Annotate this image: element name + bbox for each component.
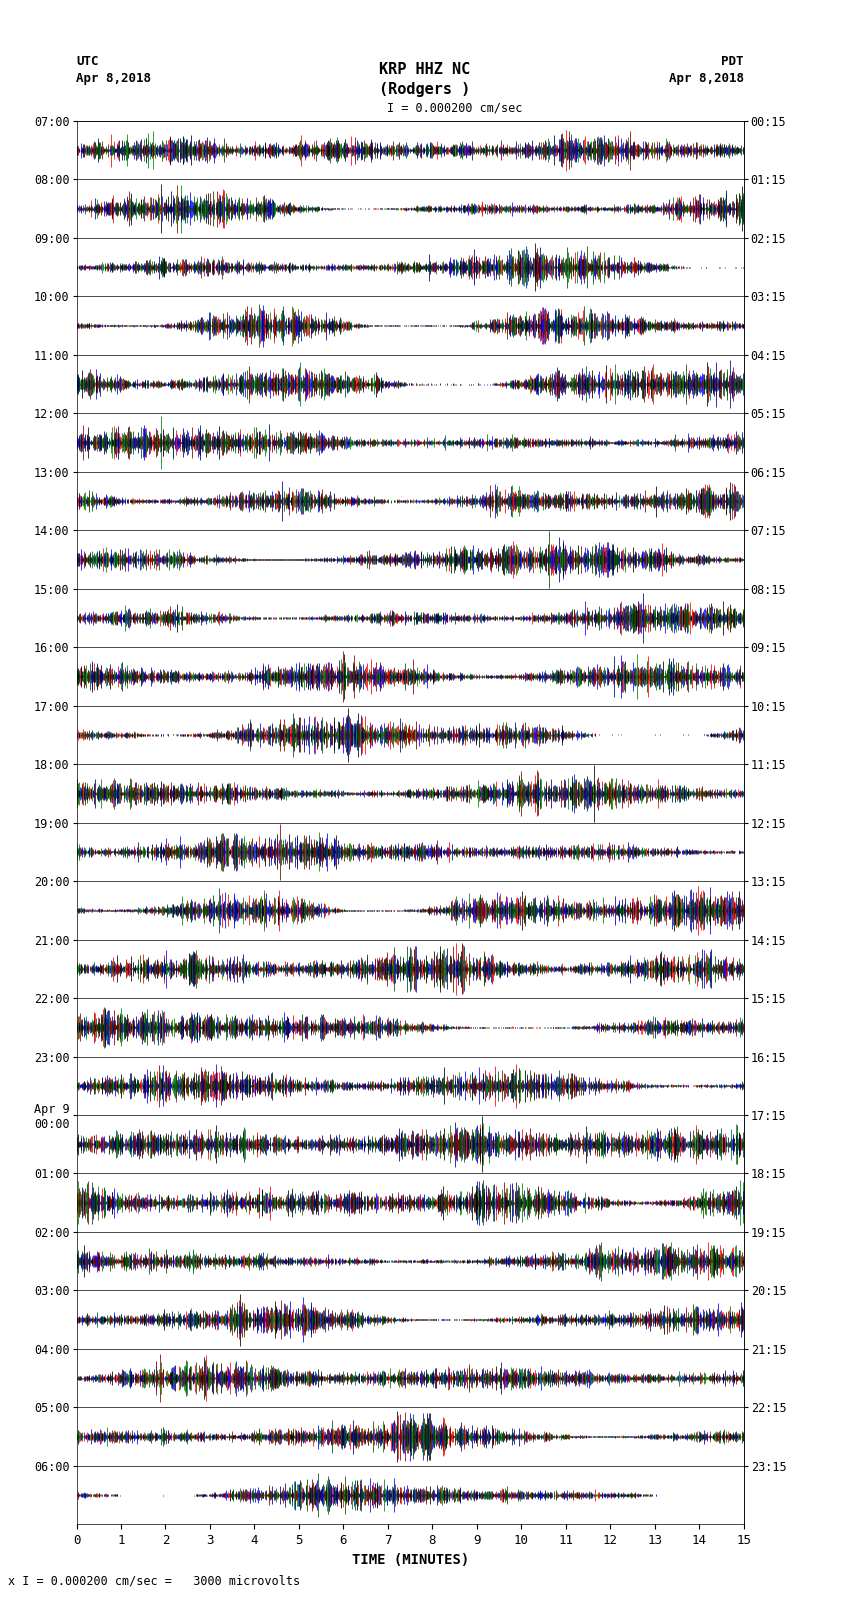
Text: (Rodgers ): (Rodgers ) (379, 82, 471, 97)
Text: KRP HHZ NC: KRP HHZ NC (379, 63, 471, 77)
Text: I = 0.000200 cm/sec: I = 0.000200 cm/sec (387, 102, 522, 115)
Text: UTC: UTC (76, 55, 99, 68)
Text: Apr 8,2018: Apr 8,2018 (76, 73, 151, 85)
Text: x I = 0.000200 cm/sec =   3000 microvolts: x I = 0.000200 cm/sec = 3000 microvolts (8, 1574, 301, 1587)
X-axis label: TIME (MINUTES): TIME (MINUTES) (352, 1553, 468, 1566)
Text: Apr 8,2018: Apr 8,2018 (669, 73, 744, 85)
Text: PDT: PDT (722, 55, 744, 68)
